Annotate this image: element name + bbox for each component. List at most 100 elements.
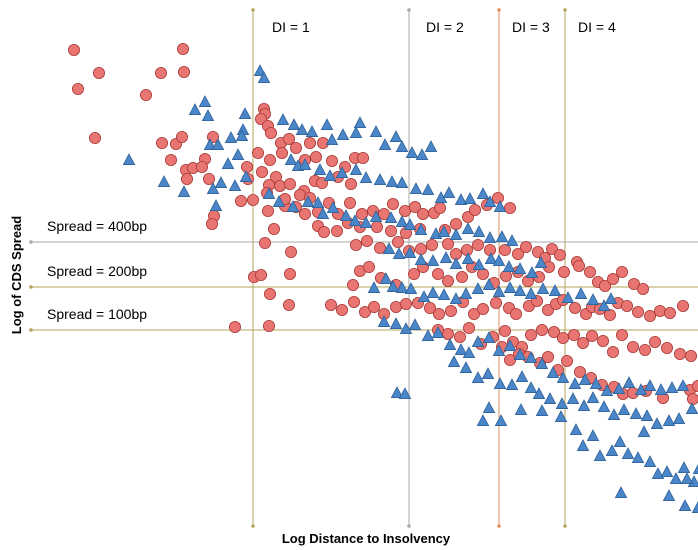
data-point-triangle	[305, 125, 319, 137]
data-point-triangle	[369, 210, 383, 222]
data-point-triangle	[660, 465, 674, 477]
data-point-triangle	[561, 291, 575, 303]
data-point-triangle	[634, 383, 648, 395]
data-point-triangle	[514, 403, 528, 415]
data-point-circle	[175, 130, 188, 143]
data-point-circle	[389, 300, 402, 313]
data-point-triangle	[405, 146, 419, 158]
data-point-triangle	[629, 407, 643, 419]
data-point-triangle	[525, 266, 539, 278]
data-point-triangle	[214, 176, 228, 188]
spread-label-1: Spread = 400bp	[47, 218, 147, 234]
data-point-triangle	[493, 377, 507, 389]
data-point-triangle	[556, 371, 570, 383]
data-point-triangle	[651, 467, 665, 479]
data-point-circle	[599, 279, 612, 292]
data-point-triangle	[421, 183, 435, 195]
data-point-triangle	[316, 207, 330, 219]
data-point-triangle	[492, 254, 506, 266]
data-point-triangle	[409, 182, 423, 194]
data-point-circle	[303, 136, 316, 149]
data-point-triangle	[349, 126, 363, 138]
data-point-triangle	[669, 472, 683, 484]
data-point-triangle	[382, 242, 396, 254]
data-point-triangle	[335, 166, 349, 178]
data-point-circle	[373, 241, 386, 254]
di-line-endpoint	[563, 524, 567, 528]
data-point-triangle	[607, 408, 621, 420]
data-point-triangle	[449, 292, 463, 304]
data-point-circle	[483, 243, 496, 256]
data-point-triangle	[650, 417, 664, 429]
data-point-circle	[347, 295, 360, 308]
data-point-circle	[574, 365, 587, 378]
data-point-circle	[584, 265, 597, 278]
data-point-circle	[398, 204, 411, 217]
data-point-circle	[491, 191, 504, 204]
data-point-triangle	[298, 158, 312, 170]
data-point-triangle	[211, 138, 225, 150]
data-point-circle	[262, 319, 275, 332]
data-point-triangle	[359, 171, 373, 183]
data-point-triangle	[515, 370, 529, 382]
data-point-triangle	[395, 140, 409, 152]
data-point-circle	[273, 179, 286, 192]
data-point-triangle	[311, 196, 325, 208]
data-point-circle	[72, 83, 85, 96]
data-point-circle	[542, 303, 555, 316]
data-point-circle	[558, 265, 571, 278]
data-point-triangle	[461, 252, 475, 264]
data-point-triangle	[437, 288, 451, 300]
data-point-circle	[205, 217, 218, 230]
data-point-triangle	[471, 371, 485, 383]
data-point-triangle	[421, 329, 435, 341]
data-point-triangle	[301, 195, 315, 207]
data-point-triangle	[399, 322, 413, 334]
data-point-circle	[632, 305, 645, 318]
data-point-circle	[356, 151, 369, 164]
data-point-circle	[283, 177, 296, 190]
data-point-triangle	[483, 195, 497, 207]
data-point-circle	[202, 172, 215, 185]
data-point-circle	[460, 243, 473, 256]
data-point-circle	[498, 324, 511, 337]
data-point-triangle	[654, 383, 668, 395]
data-point-circle	[177, 66, 190, 79]
data-point-triangle	[532, 387, 546, 399]
data-point-triangle	[325, 133, 339, 145]
data-point-triangle	[662, 414, 676, 426]
data-point-triangle	[228, 179, 242, 191]
data-point-triangle	[535, 357, 549, 369]
data-point-triangle	[424, 140, 438, 152]
data-point-circle	[476, 267, 489, 280]
data-point-triangle	[238, 107, 252, 119]
data-point-circle	[176, 43, 189, 56]
data-point-circle	[425, 238, 438, 251]
di-line-endpoint	[563, 8, 567, 12]
data-point-circle	[407, 267, 420, 280]
data-point-circle	[467, 307, 480, 320]
data-point-circle	[432, 307, 445, 320]
data-point-circle	[358, 305, 371, 318]
data-point-triangle	[395, 176, 409, 188]
data-point-triangle	[662, 489, 676, 501]
di-label-4: DI = 4	[578, 19, 616, 35]
data-point-triangle	[447, 355, 461, 367]
data-point-circle	[343, 196, 356, 209]
data-point-circle	[298, 207, 311, 220]
data-point-circle	[453, 330, 466, 343]
data-point-triangle	[209, 199, 223, 211]
data-point-circle	[263, 287, 276, 300]
data-point-triangle	[472, 225, 486, 237]
data-point-triangle	[386, 280, 400, 292]
data-point-circle	[546, 242, 559, 255]
data-point-triangle	[482, 331, 496, 343]
data-point-triangle	[398, 387, 412, 399]
data-point-triangle	[454, 343, 468, 355]
data-point-triangle	[589, 377, 603, 389]
data-point-circle	[251, 146, 264, 159]
data-point-triangle	[604, 292, 618, 304]
data-point-triangle	[313, 163, 327, 175]
spread-label-2: Spread = 200bp	[47, 263, 147, 279]
